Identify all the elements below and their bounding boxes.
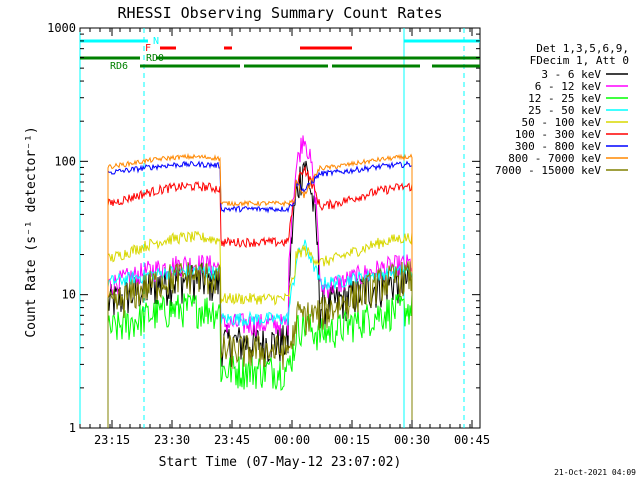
legend-label-0: 3 - 6 keV [541,68,601,81]
timestamp-label: 21-Oct-2021 04:09 [554,468,636,477]
x-tick-label-0015: 00:15 [334,433,370,447]
x-tick-label-0000: 00:00 [274,433,310,447]
status-label-f: F [145,43,151,54]
x-tick-label-2330: 23:30 [154,433,190,447]
status-label-rd0: RD0 [146,53,164,64]
legend: Det 1,3,5,6,9,FDecim 1, Att 03 - 6 keV6 … [495,42,629,177]
status-label-rd6: RD6 [110,61,128,72]
chart-title: RHESSI Observing Summary Count Rates [117,4,442,22]
legend-label-3: 25 - 50 keV [528,104,601,117]
x-tick-label-2315: 23:15 [94,433,130,447]
series-line-7000-15000-kev [107,261,413,428]
y-tick-label-1: 1 [69,421,76,435]
series-line-25-50-kev [107,239,413,428]
legend-label-5: 100 - 300 keV [515,128,601,141]
series-line-3-6-kev [107,160,413,428]
legend-label-6: 300 - 800 keV [515,140,601,153]
x-axis: 23:15 23:30 23:45 00:00 00:15 00:30 00:45 [79,28,490,447]
y-tick-label-10: 10 [62,288,76,302]
legend-label-8: 7000 - 15000 keV [495,164,601,177]
y-axis: 1 10 100 1000 [47,21,480,435]
series-line-800-7000-kev [107,152,413,428]
legend-label-4: 50 - 100 keV [522,116,602,129]
legend-header-line-1: FDecim 1, Att 0 [530,54,629,67]
x-tick-label-2345: 23:45 [214,433,250,447]
legend-label-1: 6 - 12 keV [535,80,602,93]
legend-label-2: 12 - 25 keV [528,92,601,105]
series-line-50-100-kev [107,230,413,428]
series-line-100-300-kev [107,165,413,428]
legend-label-7: 800 - 7000 keV [508,152,601,165]
legend-header-line-0: Det 1,3,5,6,9, [536,42,629,55]
y-tick-label-1000: 1000 [47,21,76,35]
x-tick-label-0045: 00:45 [454,433,490,447]
x-axis-label: Start Time (07-May-12 23:07:02) [159,455,402,470]
status-label-n: N [153,36,159,47]
series-line-300-800-kev [107,160,413,428]
series-line-6-12-kev [107,135,413,428]
x-tick-label-0030: 00:30 [394,433,430,447]
y-tick-label-100: 100 [54,154,76,168]
y-axis-label: Count Rate (s⁻¹ detector⁻¹) [24,126,39,337]
